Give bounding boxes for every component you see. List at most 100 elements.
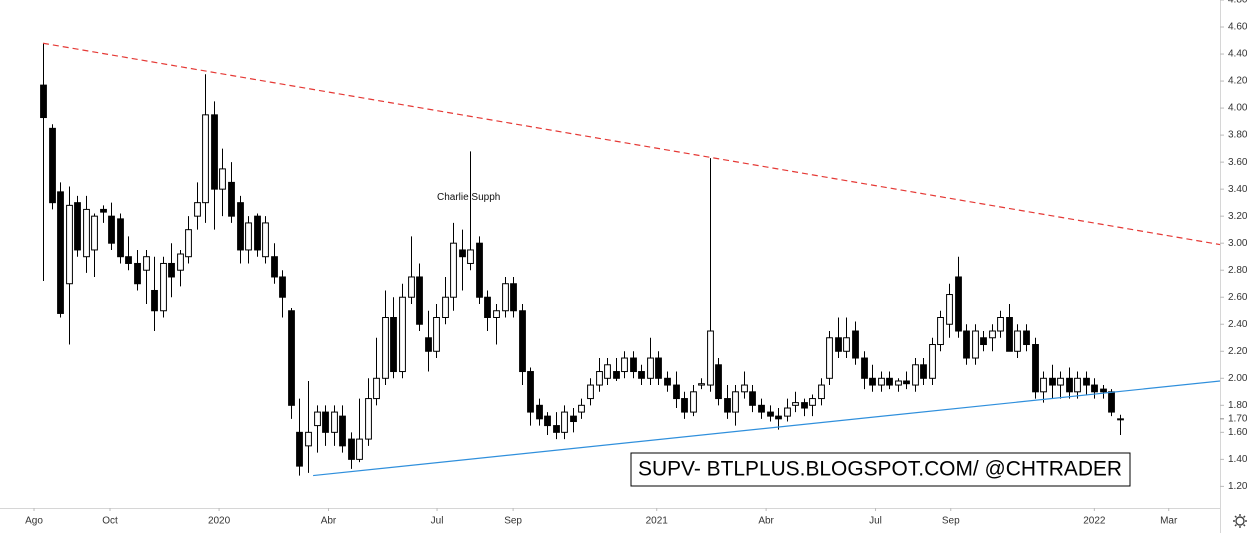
candle-body bbox=[390, 317, 397, 373]
y-tick-label: 4.60 bbox=[1228, 22, 1248, 33]
y-tick-label: 3.40 bbox=[1228, 184, 1248, 195]
candle-body bbox=[382, 317, 389, 379]
candle-body bbox=[143, 256, 150, 271]
candle-body bbox=[296, 431, 303, 467]
candle-body bbox=[724, 398, 731, 413]
y-tick-label: 4.00 bbox=[1228, 103, 1248, 114]
candle-body bbox=[570, 415, 577, 423]
candle-body bbox=[655, 357, 662, 379]
candle-body bbox=[1074, 377, 1081, 393]
candle-body bbox=[544, 415, 551, 427]
candle-body bbox=[66, 204, 73, 285]
candle-body bbox=[878, 377, 885, 386]
candle-body bbox=[288, 310, 295, 406]
y-tick-label: 2.00 bbox=[1228, 373, 1248, 384]
plot-area: Charlie Supph bbox=[40, 42, 1221, 477]
candle-body bbox=[237, 202, 244, 251]
y-tick-label: 4.20 bbox=[1228, 76, 1248, 87]
candle-body bbox=[365, 398, 372, 440]
candle-body bbox=[433, 317, 440, 352]
candle-body bbox=[647, 357, 654, 379]
candle-body bbox=[690, 391, 697, 413]
x-tick-label: Abr bbox=[758, 516, 774, 527]
candle-body bbox=[758, 404, 765, 413]
y-tick-label: 3.60 bbox=[1228, 157, 1248, 168]
candle-body bbox=[416, 276, 423, 325]
candle-body bbox=[1014, 330, 1021, 352]
candle-body bbox=[519, 310, 526, 373]
candle-body bbox=[1049, 377, 1056, 386]
settings-ring[interactable] bbox=[1235, 516, 1245, 526]
settings-teeth[interactable] bbox=[1233, 514, 1247, 528]
candle-body bbox=[348, 438, 355, 460]
candle-body bbox=[271, 256, 278, 278]
candle-body bbox=[638, 371, 645, 379]
y-tick-label: 1.80 bbox=[1228, 400, 1248, 411]
candle-body bbox=[160, 262, 167, 312]
candle-body bbox=[527, 371, 534, 413]
annotation: Charlie Supph bbox=[437, 192, 500, 203]
candle-body bbox=[408, 276, 415, 298]
x-tick-label: Abr bbox=[321, 516, 337, 527]
candle-body bbox=[1057, 377, 1064, 386]
candle-body bbox=[1083, 377, 1090, 386]
candle-body bbox=[356, 438, 363, 460]
y-tick-label: 4.80 bbox=[1228, 0, 1248, 6]
x-tick-label: Mar bbox=[1160, 516, 1178, 527]
candle-body bbox=[1100, 388, 1107, 393]
candle-body bbox=[425, 337, 432, 352]
x-tick-label: Jul bbox=[869, 516, 882, 527]
candle-body bbox=[715, 364, 722, 400]
y-tick-label: 3.80 bbox=[1228, 130, 1248, 141]
candle-body bbox=[1023, 330, 1030, 346]
candle-body bbox=[168, 262, 175, 278]
x-tick-label: Jul bbox=[431, 516, 444, 527]
candle-body bbox=[151, 289, 158, 312]
candle-body bbox=[741, 384, 748, 393]
candle-body bbox=[681, 398, 688, 413]
candle-body bbox=[929, 344, 936, 379]
candle-body bbox=[211, 114, 218, 190]
candle-body bbox=[818, 384, 825, 400]
candle-body bbox=[604, 364, 611, 379]
candle-body bbox=[219, 168, 226, 190]
x-tick-label: Oct bbox=[102, 516, 118, 527]
candle-body bbox=[467, 249, 474, 264]
candle-body bbox=[1006, 317, 1013, 352]
candle-body bbox=[100, 208, 107, 213]
candle-body bbox=[869, 377, 876, 386]
y-tick-label: 2.20 bbox=[1228, 346, 1248, 357]
x-tick-label: Sep bbox=[504, 516, 522, 527]
y-tick-label: 1.40 bbox=[1228, 454, 1248, 465]
candle-body bbox=[852, 330, 859, 359]
candle-body bbox=[1066, 377, 1073, 393]
candle-body bbox=[613, 371, 620, 379]
candle-body bbox=[980, 337, 987, 346]
candle-body bbox=[673, 384, 680, 400]
candle-body bbox=[946, 294, 953, 325]
candle-body bbox=[775, 415, 782, 420]
candle-body bbox=[989, 330, 996, 339]
candle-body bbox=[57, 191, 64, 314]
candle-body bbox=[177, 253, 184, 271]
x-tick-label: Ago bbox=[25, 516, 43, 527]
candle-body bbox=[792, 402, 799, 406]
candle-body bbox=[1091, 384, 1098, 393]
candle-body bbox=[194, 202, 201, 217]
trendline bbox=[313, 380, 1221, 477]
candle-body bbox=[843, 337, 850, 352]
candle-body bbox=[331, 411, 338, 433]
candle-body bbox=[920, 364, 927, 379]
candle-body bbox=[245, 222, 252, 251]
y-tick-label: 2.80 bbox=[1228, 265, 1248, 276]
candle-body bbox=[561, 411, 568, 433]
settings-icon[interactable] bbox=[1233, 514, 1247, 528]
candle-body bbox=[630, 357, 637, 373]
candle-body bbox=[1040, 377, 1047, 393]
candle-body bbox=[339, 415, 346, 447]
candle-body bbox=[698, 383, 705, 386]
candle-body bbox=[963, 330, 970, 359]
y-tick-label: 1.60 bbox=[1228, 427, 1248, 438]
candle-body bbox=[707, 330, 714, 386]
